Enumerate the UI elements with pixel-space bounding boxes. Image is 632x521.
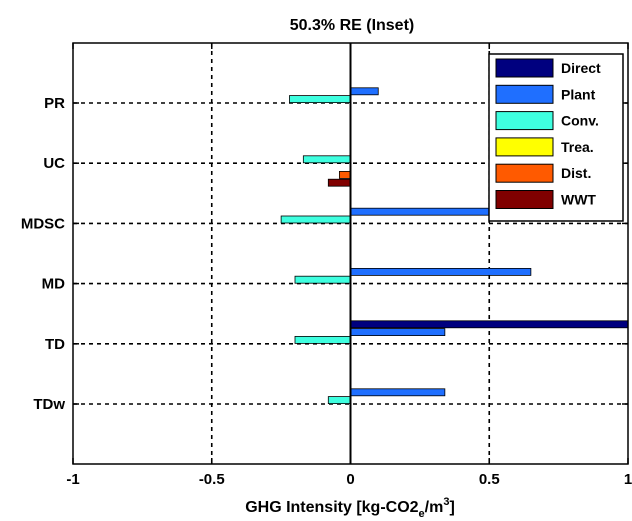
x-tick-label: 1 [624, 471, 632, 488]
x-axis-label-sup: 3 [443, 496, 449, 508]
x-axis-label-end: ] [449, 499, 454, 516]
x-axis-label-sub: e [419, 508, 425, 520]
y-tick-label: TDw [33, 396, 65, 413]
legend-swatch-conv [495, 111, 554, 131]
x-axis-label-mid: /m [425, 499, 444, 516]
bar-md-conv [294, 275, 351, 284]
legend-label-dist: Dist. [561, 165, 591, 181]
bar-mdsc-conv [280, 215, 351, 224]
bar-pr-conv [289, 95, 351, 103]
x-tick-label: -1 [66, 471, 79, 488]
legend-label-direct: Direct [561, 60, 601, 76]
legend-swatch-dist [495, 163, 554, 183]
y-tick-label: MDSC [21, 215, 65, 232]
bar-uc-wwt [327, 178, 351, 187]
legend-label-plant: Plant [561, 86, 596, 102]
legend: Direct Plant Conv. Trea. Dist. WWT [488, 53, 624, 222]
x-tick-label: -0.5 [199, 471, 225, 488]
bar-td-plant [350, 328, 446, 337]
y-tick-label: PR [44, 95, 65, 112]
x-axis-label-main: GHG Intensity [kg-CO2 [245, 499, 418, 516]
grid-lines [73, 43, 628, 464]
x-tick-label: 0 [346, 471, 354, 488]
legend-swatch-trea [495, 137, 554, 157]
y-tick-label: TD [45, 336, 65, 353]
bar-pr-plant [350, 87, 379, 96]
legend-label-trea: Trea. [561, 139, 594, 155]
x-tick-labels: -1 -0.5 0 0.5 1 [66, 471, 632, 488]
legend-label-conv: Conv. [561, 113, 599, 129]
x-axis-label: GHG Intensity [kg-CO2e/m3] [245, 496, 455, 520]
bar-tdw-conv [327, 396, 351, 405]
y-tick-label: UC [43, 155, 65, 172]
bar-tdw-plant [350, 388, 446, 397]
legend-swatch-wwt [495, 190, 554, 209]
legend-swatch-direct [495, 58, 554, 78]
bar-td-direct [350, 320, 629, 329]
x-tick-label: 0.5 [479, 471, 500, 488]
legend-label-wwt: WWT [561, 192, 596, 208]
bar-uc-conv [302, 155, 351, 164]
bar-md-plant [350, 267, 532, 276]
bar-uc-dist [338, 170, 351, 179]
axes [72, 42, 629, 465]
y-tick-label: MD [42, 276, 65, 293]
bar-td-conv [294, 335, 351, 344]
y-tick-labels: PR UC MDSC MD TD TDw [21, 95, 65, 413]
legend-swatch-plant [495, 84, 554, 104]
chart-title: 50.3% RE (Inset) [290, 17, 414, 34]
